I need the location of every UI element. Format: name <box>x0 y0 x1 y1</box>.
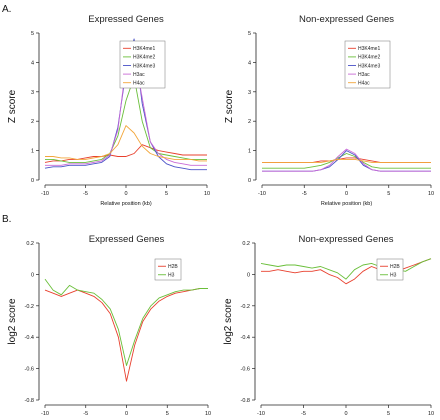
chart-title: Expressed Genes <box>89 234 165 245</box>
x-tick-label: -5 <box>83 191 88 197</box>
x-tick-label: 0 <box>345 191 348 197</box>
x-tick-label: -10 <box>41 191 49 197</box>
chart-1: Expressed Genes -10 -5 0 5 10 0 1 2 3 4 5 Relative p… <box>7 14 210 207</box>
series-line-h4ac <box>262 158 431 163</box>
x-tick-label: 10 <box>428 411 434 417</box>
y-tick-label: -0.8 <box>25 398 34 404</box>
x-tick-label: 5 <box>165 191 168 197</box>
legend-label: H3K4me1 <box>133 46 155 52</box>
x-tick-label: 10 <box>204 191 210 197</box>
series-line-h2b <box>44 288 208 382</box>
legend-label: H2B <box>390 264 400 270</box>
y-tick-label: 0.2 <box>242 241 250 247</box>
y-tick-label: 3 <box>31 90 34 96</box>
x-tick-label: 5 <box>166 411 169 417</box>
panel-label-b: B. <box>2 214 11 225</box>
x-tick-label: -5 <box>83 411 88 417</box>
legend-label: H3 <box>168 273 175 279</box>
y-axis-label: Z score <box>224 89 235 123</box>
series-line-h3k4me1 <box>262 157 431 163</box>
x-tick-label: 5 <box>387 411 390 417</box>
chart-2: Non-expressed Genes -10 -5 0 5 10 0 1 2 3 4 5 Relati… <box>224 14 434 207</box>
x-tick-label: 0 <box>124 191 127 197</box>
y-tick-label: 0 <box>248 178 251 184</box>
x-axis-label: Relative position (kb) <box>321 201 373 207</box>
y-tick-label: 4 <box>248 60 251 66</box>
x-tick-label: -10 <box>257 411 265 417</box>
legend-label: H4ac <box>358 81 370 87</box>
legend-label: H3ac <box>358 72 370 78</box>
series-line-h3ac <box>262 148 431 172</box>
legend-label: H2B <box>168 264 178 270</box>
y-tick-label: 0.2 <box>26 241 34 247</box>
legend-label: H3K4me1 <box>358 46 380 52</box>
y-tick-label: 2 <box>248 119 251 125</box>
x-axis-label: Relative position (kb) <box>100 201 152 207</box>
y-tick-label: -0.2 <box>25 304 34 310</box>
y-tick-label: -0.4 <box>241 335 250 341</box>
series-line-h3 <box>260 258 432 280</box>
legend-box <box>119 40 166 89</box>
x-tick-label: -5 <box>301 411 306 417</box>
chart-title: Non-expressed Genes <box>299 14 394 25</box>
x-tick-label: 5 <box>387 191 390 197</box>
series-line-h3k4me2 <box>262 153 431 169</box>
y-axis-label: log2 score <box>7 298 18 345</box>
legend-label: H3ac <box>133 72 145 78</box>
legend-label: H3K4me3 <box>358 63 380 69</box>
legend-label: H3K4me3 <box>133 63 155 69</box>
x-tick-label: 10 <box>428 191 434 197</box>
legend-label: H4ac <box>133 81 145 87</box>
legend-label: H3 <box>390 273 397 279</box>
series-line-h3k4me2 <box>45 76 207 163</box>
x-tick-label: -10 <box>258 191 266 197</box>
y-tick-label: 0 <box>31 178 34 184</box>
y-tick-label: -0.6 <box>241 367 250 373</box>
chart-title: Expressed Genes <box>88 14 164 25</box>
x-tick-label: 10 <box>205 411 211 417</box>
x-tick-label: 0 <box>125 411 128 417</box>
series-line-h4ac <box>45 125 207 162</box>
series-line-h3 <box>44 278 208 366</box>
chart-4: Non-expressed Genes -10 -5 0 5 10 -0.8 -0.6 -0.4… <box>223 234 434 417</box>
legend: H3K4me1 H3K4me2 H3K4me3 H3ac H4ac <box>119 40 166 89</box>
y-tick-label: 5 <box>31 31 34 37</box>
y-tick-label: -0.8 <box>241 398 250 404</box>
chart-title: Non-expressed Genes <box>298 234 393 245</box>
legend: H3K4me1 H3K4me2 H3K4me3 H3ac H4ac <box>344 40 391 89</box>
y-tick-label: 5 <box>248 31 251 37</box>
y-tick-label: 2 <box>31 119 34 125</box>
series-line-h3k4me1 <box>44 144 207 163</box>
y-tick-label: 0 <box>247 272 250 278</box>
panel-label-a: A. <box>2 4 11 15</box>
y-tick-label: 3 <box>248 90 251 96</box>
legend-box <box>344 40 391 89</box>
y-axis-label: Z score <box>7 89 18 123</box>
y-axis-label: log2 score <box>223 298 234 345</box>
legend-label: H3K4me2 <box>358 55 380 61</box>
legend: H2B H3 <box>376 258 404 281</box>
x-tick-label: -5 <box>302 191 307 197</box>
y-tick-label: 4 <box>31 60 34 66</box>
legend: H2B H3 <box>154 258 182 281</box>
y-tick-label: -0.6 <box>25 367 34 373</box>
y-tick-label: 0 <box>31 272 34 278</box>
y-tick-label: 1 <box>248 149 251 155</box>
legend-label: H3K4me2 <box>133 55 155 61</box>
y-tick-label: -0.4 <box>25 335 34 341</box>
x-tick-label: 0 <box>344 411 347 417</box>
y-tick-label: 1 <box>31 149 34 155</box>
chart-3: Expressed Genes -10 -5 0 5 10 -0.8 -0.6 -0.4 -0.2… <box>7 234 211 417</box>
x-tick-label: -10 <box>41 411 49 417</box>
y-tick-label: -0.2 <box>241 304 250 310</box>
